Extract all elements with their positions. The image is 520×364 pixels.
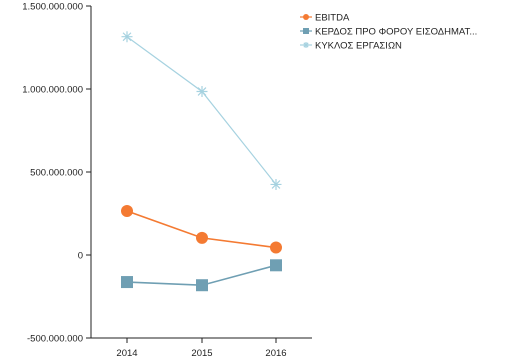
x-tick-label: 2016 xyxy=(265,348,286,359)
legend-label: EBITDA xyxy=(315,13,350,24)
data-point xyxy=(270,259,282,272)
data-point xyxy=(121,205,133,218)
data-point xyxy=(303,14,309,20)
legend-label: ΚΕΡΔΟΣ ΠΡΟ ΦΟΡΟΥ ΕΙΣΟΔΗΜΑΤ... xyxy=(315,27,477,38)
y-tick-label: 500.000.000 xyxy=(30,168,83,179)
series-2 xyxy=(121,259,282,292)
axes: -500.000.000 0 500.000.000 1.000.000.000 1.5… xyxy=(22,2,312,359)
data-point xyxy=(303,28,309,34)
series-1 xyxy=(121,205,282,254)
y-tick-label: 1.000.000.000 xyxy=(22,85,83,96)
x-tick-label: 2014 xyxy=(116,348,137,359)
data-point xyxy=(303,42,309,48)
data-point xyxy=(270,241,282,254)
y-tick-label: 0 xyxy=(78,251,83,262)
data-point xyxy=(270,178,282,190)
data-point xyxy=(121,31,133,43)
series-line xyxy=(126,36,277,185)
legend-label: ΚΥΚΛΟΣ ΕΡΓΑΣΙΩΝ xyxy=(315,41,402,52)
data-point xyxy=(121,276,133,289)
series-layer xyxy=(121,31,282,292)
data-point xyxy=(196,231,208,244)
data-point xyxy=(196,85,208,97)
data-point xyxy=(196,279,208,292)
y-tick-label: -500.000.000 xyxy=(27,334,83,345)
legend-item: EBITDA xyxy=(300,13,350,24)
y-tick-label: 1.500.000.000 xyxy=(22,2,83,13)
x-tick-label: 2015 xyxy=(191,348,212,359)
series-3 xyxy=(121,31,282,190)
legend-item: ΚΕΡΔΟΣ ΠΡΟ ΦΟΡΟΥ ΕΙΣΟΔΗΜΑΤ... xyxy=(300,27,477,38)
legend-item: ΚΥΚΛΟΣ ΕΡΓΑΣΙΩΝ xyxy=(300,41,402,52)
legend: EBITDA ΚΕΡΔΟΣ ΠΡΟ ΦΟΡΟΥ ΕΙΣΟΔΗΜΑΤ... ΚΥΚΛΟ… xyxy=(300,13,477,52)
